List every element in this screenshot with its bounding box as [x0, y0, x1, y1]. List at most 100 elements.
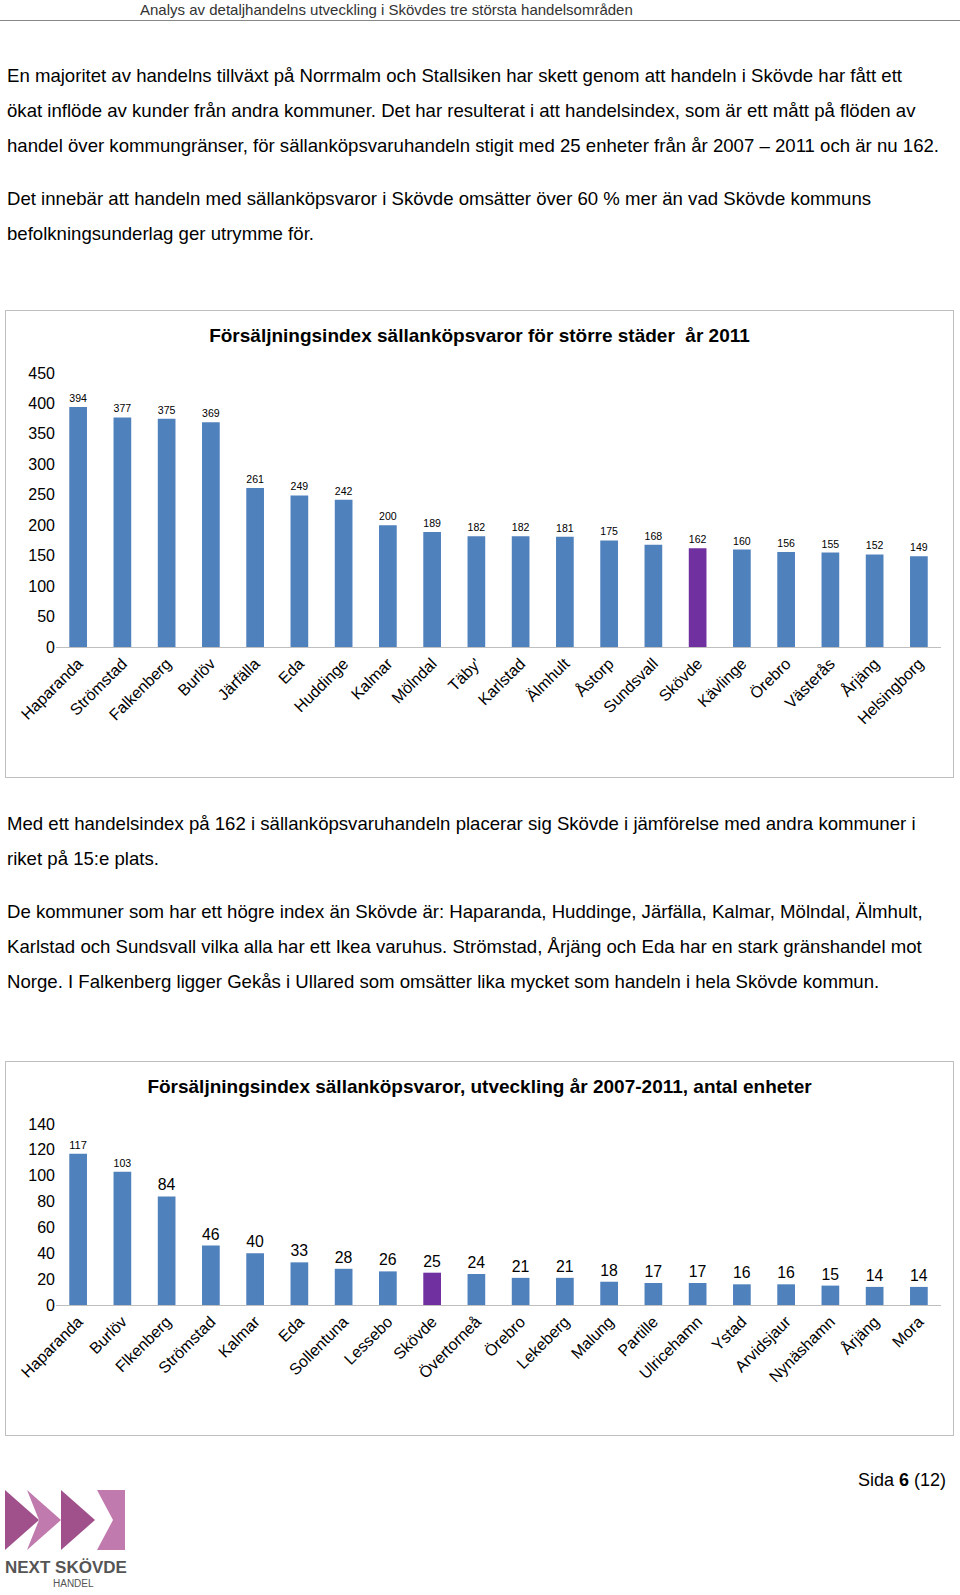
svg-text:17: 17 [689, 1263, 707, 1280]
svg-text:60: 60 [37, 1219, 55, 1236]
svg-text:24: 24 [468, 1254, 486, 1271]
svg-text:0: 0 [46, 1297, 55, 1314]
svg-text:50: 50 [37, 608, 55, 625]
svg-text:156: 156 [777, 537, 795, 549]
svg-text:Ystad: Ystad [709, 1313, 750, 1354]
svg-text:Skövde: Skövde [656, 655, 706, 705]
svg-text:Huddinge: Huddinge [291, 655, 352, 716]
svg-text:NEXT SKÖVDE: NEXT SKÖVDE [5, 1558, 127, 1577]
svg-text:26: 26 [379, 1251, 397, 1268]
svg-text:15: 15 [822, 1266, 840, 1283]
svg-text:Försäljningsindex sällanköpsva: Försäljningsindex sällanköpsvaror, utvec… [147, 1076, 812, 1097]
svg-text:14: 14 [910, 1267, 928, 1284]
svg-text:Järfälla: Järfälla [214, 655, 263, 704]
svg-text:117: 117 [69, 1139, 87, 1151]
svg-text:Eda: Eda [275, 1313, 307, 1345]
svg-text:Kävlinge: Kävlinge [694, 655, 749, 710]
svg-text:394: 394 [69, 392, 87, 404]
svg-text:Helsingborg: Helsingborg [854, 655, 926, 727]
svg-text:Mora: Mora [889, 1313, 927, 1351]
svg-text:100: 100 [28, 578, 55, 595]
svg-text:21: 21 [556, 1258, 574, 1275]
svg-text:18: 18 [600, 1262, 618, 1279]
svg-text:33: 33 [291, 1242, 309, 1259]
svg-text:Örebro: Örebro [481, 1313, 528, 1360]
svg-text:Falkenberg: Falkenberg [106, 655, 175, 724]
svg-text:377: 377 [114, 402, 132, 414]
svg-text:261: 261 [246, 473, 264, 485]
svg-text:149: 149 [910, 541, 928, 553]
svg-text:168: 168 [645, 530, 663, 542]
svg-text:16: 16 [733, 1264, 751, 1281]
svg-text:103: 103 [114, 1157, 132, 1169]
svg-text:200: 200 [379, 510, 397, 522]
svg-text:189: 189 [423, 517, 441, 529]
svg-text:Burlöv: Burlöv [175, 655, 219, 699]
svg-text:Åstorp: Åstorp [571, 654, 616, 699]
svg-text:Kalmar: Kalmar [215, 1312, 263, 1360]
svg-text:HANDEL: HANDEL [53, 1578, 94, 1589]
svg-text:375: 375 [158, 404, 176, 416]
svg-text:Västerås: Västerås [781, 655, 838, 712]
svg-text:120: 120 [28, 1141, 55, 1158]
svg-text:155: 155 [822, 538, 840, 550]
svg-text:80: 80 [37, 1193, 55, 1210]
svg-text:Täby': Täby' [445, 655, 484, 694]
svg-text:14: 14 [866, 1267, 884, 1284]
svg-text:300: 300 [28, 456, 55, 473]
svg-text:0: 0 [46, 639, 55, 656]
svg-text:Örebro: Örebro [747, 655, 794, 702]
svg-text:Arvidsjaur: Arvidsjaur [732, 1312, 795, 1375]
svg-text:46: 46 [202, 1226, 220, 1243]
svg-text:175: 175 [600, 525, 618, 537]
svg-text:162: 162 [689, 533, 707, 545]
svg-text:Nynäshamn: Nynäshamn [766, 1313, 838, 1385]
svg-text:Burlöv: Burlöv [86, 1313, 130, 1357]
svg-text:Ulricehamn: Ulricehamn [636, 1313, 705, 1382]
svg-text:152: 152 [866, 539, 884, 551]
svg-text:Partille: Partille [615, 1313, 662, 1360]
svg-text:Lessebo: Lessebo [341, 1313, 396, 1368]
svg-text:Lekeberg: Lekeberg [513, 1313, 572, 1372]
svg-text:20: 20 [37, 1271, 55, 1288]
svg-text:84: 84 [158, 1176, 176, 1193]
svg-text:150: 150 [28, 547, 55, 564]
svg-text:249: 249 [291, 480, 309, 492]
svg-text:Mölndal: Mölndal [388, 655, 440, 707]
svg-text:40: 40 [37, 1245, 55, 1262]
svg-text:Flkenberg: Flkenberg [112, 1313, 174, 1375]
svg-text:17: 17 [645, 1263, 663, 1280]
svg-text:160: 160 [733, 535, 751, 547]
svg-text:25: 25 [423, 1253, 441, 1270]
svg-text:21: 21 [512, 1258, 530, 1275]
svg-text:450: 450 [28, 365, 55, 382]
svg-text:369: 369 [202, 407, 220, 419]
svg-text:Årjäng: Årjäng [837, 1312, 882, 1357]
svg-text:400: 400 [28, 395, 55, 412]
svg-text:Sollentuna: Sollentuna [286, 1313, 352, 1379]
svg-text:181: 181 [556, 522, 574, 534]
svg-text:Strömstad: Strömstad [67, 655, 131, 719]
svg-text:Älmhult: Älmhult [523, 655, 573, 705]
svg-text:Sundsvall: Sundsvall [600, 655, 661, 716]
svg-text:Malung: Malung [568, 1313, 617, 1362]
svg-text:16: 16 [777, 1264, 795, 1281]
svg-text:Strömstad: Strömstad [155, 1313, 219, 1377]
svg-text:Kalmar: Kalmar [348, 654, 396, 702]
svg-text:182: 182 [512, 521, 530, 533]
svg-text:Årjäng: Årjäng [837, 654, 882, 699]
svg-text:200: 200 [28, 517, 55, 534]
svg-text:100: 100 [28, 1167, 55, 1184]
svg-text:Eda: Eda [275, 655, 307, 687]
svg-text:Haparanda: Haparanda [18, 655, 86, 723]
svg-text:Skövde: Skövde [390, 1313, 440, 1363]
svg-text:Haparanda: Haparanda [18, 1313, 86, 1381]
svg-text:250: 250 [28, 486, 55, 503]
svg-text:40: 40 [246, 1233, 264, 1250]
svg-text:140: 140 [28, 1116, 55, 1133]
svg-text:28: 28 [335, 1249, 353, 1266]
svg-text:Karlstad: Karlstad [475, 655, 529, 709]
svg-text:182: 182 [468, 521, 486, 533]
svg-text:350: 350 [28, 425, 55, 442]
svg-text:Övertorneå: Övertorneå [416, 1313, 485, 1382]
